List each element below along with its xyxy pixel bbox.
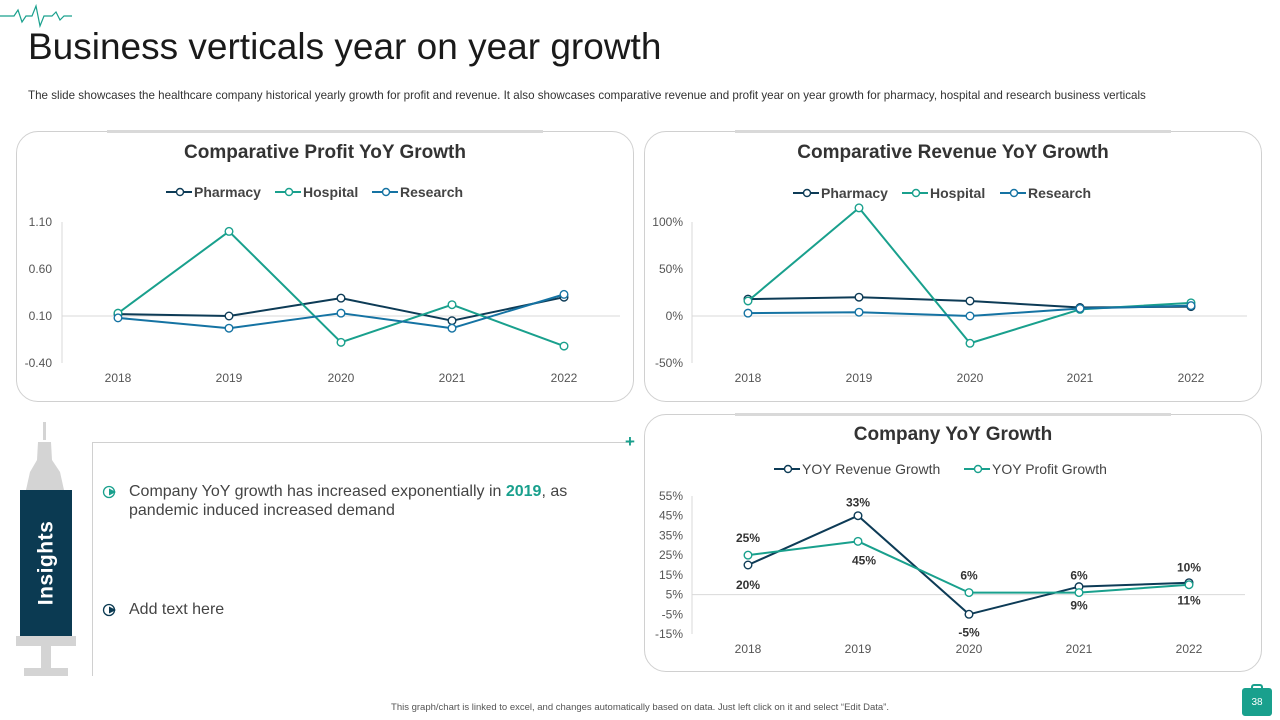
card-top-accent	[735, 130, 1171, 133]
heartbeat-icon	[0, 4, 72, 28]
card-top-accent	[735, 413, 1171, 416]
insight-text: Company YoY growth has increased exponen…	[129, 483, 568, 519]
syringe-icon	[16, 422, 76, 676]
page-subtitle: The slide showcases the healthcare compa…	[28, 89, 1146, 102]
revenue-chart-title: Comparative Revenue YoY Growth	[797, 142, 1109, 163]
profit-chart-card: Comparative Profit YoY Growth	[16, 130, 634, 402]
insights-frame	[92, 442, 632, 676]
company-chart-card: Company YoY Growth	[644, 413, 1262, 672]
plus-icon: +	[625, 432, 635, 451]
card-top-accent	[107, 130, 543, 133]
profit-chart-title: Comparative Profit YoY Growth	[184, 142, 466, 163]
insight-item: Company YoY growth has increased exponen…	[101, 482, 581, 520]
revenue-chart-card: Comparative Revenue YoY Growth	[644, 130, 1262, 402]
page-number-badge: 38	[1242, 684, 1272, 716]
insight-text[interactable]: Add text here	[129, 601, 225, 618]
insights-label: Insights	[34, 520, 58, 606]
bullet-arrow-icon	[102, 485, 116, 499]
insight-item: Add text here	[101, 600, 581, 619]
bullet-arrow-icon	[102, 603, 116, 617]
page-title: Business verticals year on year growth	[28, 26, 662, 67]
footer-note: This graph/chart is linked to excel, and…	[391, 702, 889, 713]
company-chart-title: Company YoY Growth	[853, 424, 1053, 445]
